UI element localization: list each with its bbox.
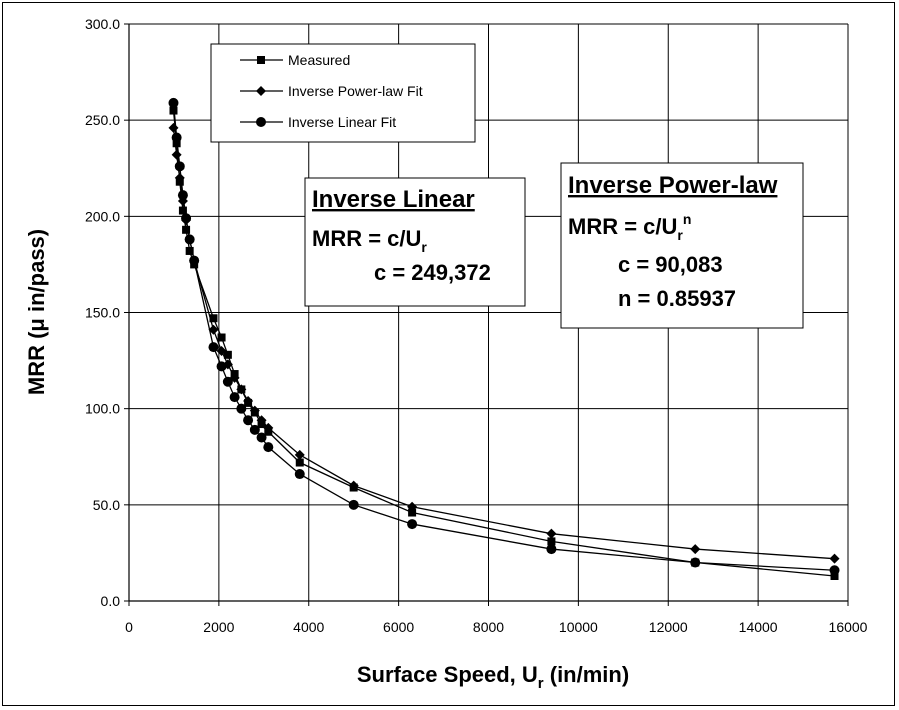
data-point bbox=[829, 565, 840, 576]
data-point bbox=[222, 376, 233, 387]
data-point bbox=[168, 122, 179, 133]
data-point bbox=[174, 161, 185, 172]
data-point bbox=[209, 314, 218, 323]
data-point bbox=[294, 449, 305, 460]
annotation-constant-n: n = 0.85937 bbox=[618, 286, 736, 311]
annotation-equation: MRR = c/Urn bbox=[568, 211, 691, 243]
x-tick-label: 14000 bbox=[739, 619, 778, 635]
data-point bbox=[185, 246, 194, 255]
x-tick-label: 16000 bbox=[829, 619, 868, 635]
annotation-box bbox=[560, 162, 804, 329]
y-tick-label: 200.0 bbox=[85, 208, 120, 224]
data-point bbox=[243, 415, 254, 426]
data-point bbox=[830, 571, 839, 580]
series-lines bbox=[168, 97, 840, 580]
data-point bbox=[547, 537, 556, 546]
data-point bbox=[208, 324, 219, 335]
data-point bbox=[690, 544, 701, 555]
data-point bbox=[249, 424, 260, 435]
y-tick-label: 300.0 bbox=[85, 16, 120, 32]
data-point bbox=[546, 528, 557, 539]
data-point bbox=[256, 432, 267, 443]
data-point bbox=[217, 333, 226, 342]
x-tick-label: 0 bbox=[125, 619, 133, 635]
data-point bbox=[171, 132, 182, 143]
x-axis-title: Surface Speed, Ur (in/min) bbox=[357, 662, 629, 692]
y-tick-label: 0.0 bbox=[101, 593, 121, 609]
data-point bbox=[249, 405, 260, 416]
x-tick-label: 12000 bbox=[649, 619, 688, 635]
legend-marker bbox=[256, 86, 266, 96]
legend-item-inverse-linear-fit: Inverse Linear Fit bbox=[240, 114, 396, 130]
legend-marker bbox=[257, 56, 265, 64]
data-point bbox=[546, 544, 557, 555]
legend-marker bbox=[256, 117, 266, 127]
data-point bbox=[243, 395, 254, 406]
y-tick-label: 50.0 bbox=[93, 497, 120, 513]
data-point bbox=[177, 190, 188, 201]
annotation-title: Inverse Power-law bbox=[568, 172, 778, 199]
data-point bbox=[223, 350, 232, 359]
legend: Measured Inverse Power-law Fit Inverse Lin… bbox=[210, 43, 476, 143]
y-tick-label: 150.0 bbox=[85, 305, 120, 321]
data-point bbox=[229, 392, 240, 403]
y-tick-label: 100.0 bbox=[85, 401, 120, 417]
x-tick-label: 2000 bbox=[203, 619, 234, 635]
data-point bbox=[178, 206, 187, 215]
data-point bbox=[829, 553, 840, 564]
data-point bbox=[208, 342, 219, 353]
annotation-inverse-linear: Inverse Linear MRR = c/Ur c = 249,372 bbox=[304, 177, 526, 307]
annotation-constant-c: c = 90,083 bbox=[618, 252, 723, 277]
data-point bbox=[348, 499, 359, 510]
data-point bbox=[263, 422, 274, 433]
data-point bbox=[168, 97, 179, 108]
data-point bbox=[189, 255, 200, 266]
legend-item-measured: Measured bbox=[240, 52, 350, 68]
data-point bbox=[294, 469, 305, 480]
data-point bbox=[236, 403, 247, 414]
series-line bbox=[172, 102, 835, 571]
y-tick-label: 250.0 bbox=[85, 112, 120, 128]
data-point bbox=[216, 345, 227, 356]
x-tick-label: 4000 bbox=[293, 619, 324, 635]
data-point bbox=[348, 480, 359, 491]
series-inverse-linear-fit bbox=[168, 97, 840, 576]
data-point bbox=[690, 557, 701, 568]
data-point bbox=[407, 501, 418, 512]
data-point bbox=[181, 213, 192, 224]
data-point bbox=[256, 415, 267, 426]
annotation-constant-c: c = 249,372 bbox=[374, 260, 491, 285]
data-point bbox=[182, 225, 191, 234]
legend-label: Inverse Linear Fit bbox=[288, 114, 396, 130]
data-point bbox=[236, 384, 247, 395]
data-point bbox=[295, 458, 304, 467]
data-point bbox=[216, 361, 227, 372]
data-point bbox=[174, 172, 185, 183]
x-tick-label: 6000 bbox=[383, 619, 414, 635]
data-point bbox=[408, 508, 417, 517]
annotation-equation: MRR = c/Ur bbox=[312, 226, 427, 255]
y-axis-title: MRR (μ in/pass) bbox=[24, 229, 49, 395]
annotation-inverse-power-law: Inverse Power-law MRR = c/Urn c = 90,083… bbox=[560, 162, 804, 329]
legend-label: Measured bbox=[288, 52, 350, 68]
x-tick-label: 10000 bbox=[559, 619, 598, 635]
annotation-title: Inverse Linear bbox=[312, 186, 475, 213]
data-point bbox=[169, 106, 178, 115]
legend-item-inverse-power-law-fit: Inverse Power-law Fit bbox=[240, 83, 423, 99]
x-tick-label: 8000 bbox=[473, 619, 504, 635]
data-point bbox=[184, 234, 195, 245]
data-point bbox=[263, 442, 274, 453]
axis-ticks: 0 2000 4000 6000 8000 10000 12000 14000 16000 0.0… bbox=[85, 16, 868, 635]
data-point bbox=[407, 519, 418, 530]
data-point bbox=[171, 149, 182, 160]
legend-label: Inverse Power-law Fit bbox=[288, 83, 423, 99]
annotation-box bbox=[304, 177, 526, 307]
